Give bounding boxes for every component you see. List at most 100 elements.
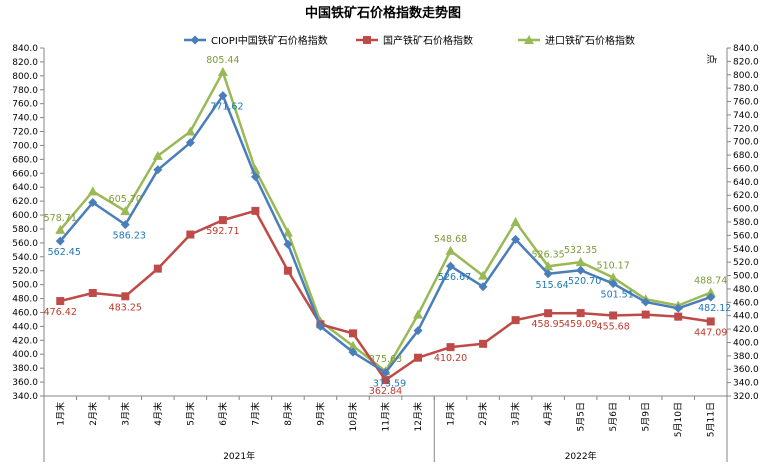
y-tick-label-right: 400.0: [733, 338, 759, 348]
point-marker: [414, 353, 423, 362]
y-tick-label-right: 800.0: [733, 71, 759, 81]
y-tick-label-left: 840.0: [12, 44, 38, 54]
y-tick-label-right: 480.0: [733, 285, 759, 295]
y-tick-label-right: 460.0: [733, 298, 759, 308]
y-tick-label-left: 420.0: [12, 336, 38, 346]
legend-label: 进口铁矿石价格指数: [545, 34, 635, 47]
x-group-label: 2022年: [565, 450, 597, 462]
axes: 340.0 360.0 380.0 400.0 420.0 440.0 460.0 480.0…: [12, 44, 759, 462]
point-marker: [381, 368, 390, 378]
data-label: 458.95: [531, 319, 564, 330]
point-marker: [363, 36, 371, 44]
point-marker: [543, 269, 553, 279]
point-marker: [673, 303, 683, 313]
point-marker: [413, 309, 424, 319]
data-label: 526.67: [438, 272, 471, 283]
x-tick-label: 7月末: [249, 402, 261, 426]
data-label: 592.71: [206, 226, 239, 237]
x-tick-label: 3月末: [119, 402, 131, 426]
y-tick-label-right: 500.0: [733, 272, 759, 282]
point-marker: [120, 206, 131, 216]
y-tick-label-right: 820.0: [733, 57, 759, 67]
point-marker: [251, 206, 260, 215]
point-marker: [152, 150, 163, 160]
data-label: 459.09: [564, 319, 597, 330]
y-tick-label-right: 520.0: [733, 258, 759, 268]
data-label: 586.23: [113, 231, 146, 242]
point-marker: [348, 329, 357, 338]
point-marker: [576, 265, 586, 275]
y-tick-label-left: 340.0: [12, 392, 38, 402]
point-marker: [478, 270, 489, 280]
x-tick-label: 1月末: [54, 402, 66, 426]
y-tick-label-left: 640.0: [12, 183, 38, 193]
point-marker: [544, 309, 553, 318]
x-group-label: 2021年: [223, 450, 255, 462]
point-marker: [446, 343, 455, 352]
y-tick-label-left: 360.0: [12, 378, 38, 388]
point-marker: [217, 67, 228, 77]
series-layer: [55, 67, 716, 385]
data-label: 410.20: [434, 353, 467, 364]
point-marker: [283, 266, 292, 275]
data-label: 532.35: [564, 245, 597, 256]
point-marker: [218, 216, 227, 225]
point-marker: [185, 138, 195, 148]
y-tick-label-right: 700.0: [733, 138, 759, 148]
y-tick-label-left: 500.0: [12, 281, 38, 291]
y-tick-label-right: 680.0: [733, 151, 759, 161]
x-tick-label: 9月末: [314, 402, 326, 426]
point-marker: [87, 186, 98, 196]
point-marker: [543, 261, 554, 271]
point-marker: [186, 230, 195, 239]
x-tick-label: 8月末: [282, 402, 294, 426]
point-marker: [511, 234, 521, 244]
x-tick-label: 5月11日: [706, 402, 717, 437]
data-label: 501.51: [601, 290, 634, 301]
data-label: 520.70: [568, 276, 601, 287]
y-tick-label-left: 680.0: [12, 155, 38, 165]
data-label: 548.68: [434, 234, 467, 245]
point-marker: [608, 279, 618, 289]
point-marker: [347, 340, 358, 350]
y-tick-label-left: 720.0: [12, 128, 38, 138]
point-marker: [706, 317, 715, 326]
data-label: 605.70: [109, 194, 142, 205]
x-tick-label: 1月末: [445, 402, 457, 426]
chart-title: 中国铁矿石价格指数走势图: [305, 5, 461, 21]
y-tick-label-left: 820.0: [12, 58, 38, 68]
y2-axis-title: 点: [705, 54, 717, 64]
x-tick-label: 10月末: [347, 402, 359, 431]
point-marker: [190, 35, 200, 45]
y-tick-label-left: 700.0: [12, 141, 38, 151]
point-marker: [413, 326, 423, 336]
point-marker: [88, 288, 97, 297]
data-labels: 562.45 586.23 771.62 373.59 526.67 515.64 520.…: [44, 55, 732, 397]
y-tick-label-left: 600.0: [12, 211, 38, 221]
series-diamond: [55, 91, 716, 378]
point-marker: [153, 165, 163, 175]
x-tick-label: 11月末: [380, 402, 392, 431]
point-marker: [56, 297, 65, 306]
x-tick-label: 2月末: [477, 402, 489, 426]
point-marker: [446, 261, 456, 271]
data-label: 578.71: [44, 213, 77, 224]
y-tick-label-left: 780.0: [12, 86, 38, 96]
x-tick-label: 5月10日: [673, 402, 684, 437]
x-tick-label: 5月5日: [576, 402, 587, 431]
legend: CIOPI中国铁矿石价格指数 国产铁矿石价格指数 进口铁矿石价格指数: [184, 34, 635, 47]
data-label: 455.68: [597, 321, 630, 332]
y-tick-label-left: 440.0: [12, 322, 38, 332]
y-tick-label-right: 640.0: [733, 178, 759, 188]
point-marker: [153, 264, 162, 273]
point-marker: [445, 245, 456, 255]
x-tick-label: 5月末: [184, 402, 196, 426]
x-tick-label: 12月末: [412, 402, 424, 431]
y-tick-label-right: 720.0: [733, 124, 759, 134]
data-label: 510.17: [597, 261, 630, 272]
y-tick-label-right: 580.0: [733, 218, 759, 228]
y-tick-label-right: 540.0: [733, 245, 759, 255]
data-label: 805.44: [206, 55, 239, 66]
